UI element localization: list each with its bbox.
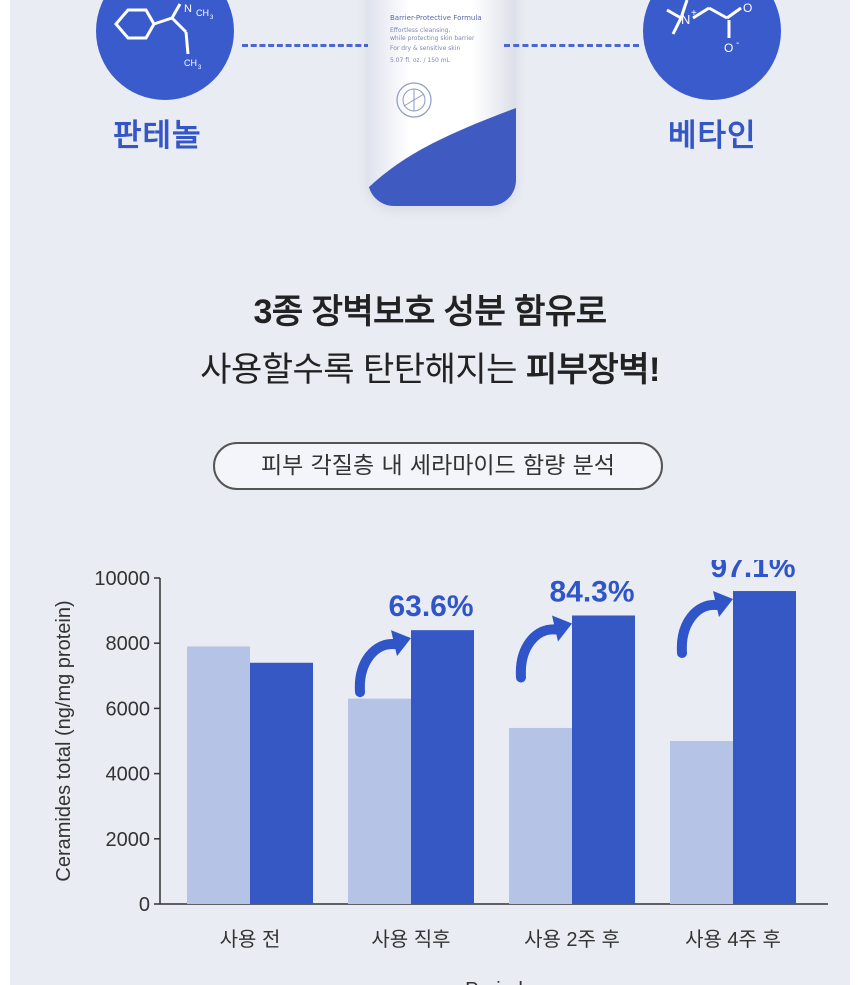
panthenol-molecule-icon: N CH 3 CH 3 (96, 0, 234, 100)
bar-series-2 (250, 662, 313, 904)
content-panel: N CH 3 CH 3 판테놀 Barrier-Protective Formu… (10, 0, 850, 985)
mol-left-atom-n: N (184, 3, 192, 15)
y-axis-label: Ceramides total (ng/mg protein) (53, 600, 75, 881)
headline-line-2-normal: 사용할수록 탄탄해지는 (200, 351, 526, 389)
y-tick-label: 8000 (106, 633, 151, 655)
mol-right-oxygen-2: O (724, 41, 733, 55)
bottle-desc-line2: while protecting skin barrier (390, 35, 475, 42)
bar-series-2 (733, 591, 796, 904)
headline-line-2-bold: 피부장벽! (525, 351, 660, 389)
bottle-desc-line1: Effortless cleansing, (390, 27, 451, 34)
y-tick-label: 10000 (94, 568, 150, 590)
left-dashed-connector (242, 44, 370, 47)
increase-arrowhead-icon (713, 591, 733, 618)
mol-left-ch-bottom: CH (184, 58, 197, 68)
increase-arrowhead-icon (552, 615, 572, 642)
x-category-label: 사용 4주 후 (685, 928, 781, 951)
y-tick-label: 4000 (106, 764, 151, 786)
bar-series-1 (187, 646, 250, 904)
panthenol-label: 판테놀 (113, 118, 202, 154)
headline-line-1: 3종 장벽보호 성분 함유로 (253, 293, 607, 331)
y-tick-label: 0 (139, 894, 150, 916)
product-bottle-image: Barrier-Protective Formula Effortless cl… (368, 0, 516, 206)
x-category-label: 사용 직후 (371, 928, 450, 951)
bar-series-2 (572, 615, 635, 904)
mol-left-ch-top: CH (196, 8, 209, 18)
betaine-molecule-icon: N + O O - (643, 0, 781, 100)
betaine-label: 베타인 (668, 118, 757, 154)
analysis-title-pill: 피부 각질층 내 세라마이드 함량 분석 (213, 442, 663, 490)
mol-left-ch-top-sub: 3 (210, 15, 214, 21)
x-category-label: 사용 2주 후 (524, 928, 620, 951)
increase-arrow-icon (676, 600, 722, 659)
increase-arrow-icon (354, 639, 400, 698)
x-axis-label: Period (465, 979, 523, 985)
mol-right-plus: + (691, 8, 697, 19)
right-dashed-connector (504, 44, 639, 47)
bottle-volume: 5.07 fl. oz. / 150 mL (390, 57, 450, 64)
mol-right-minus: - (736, 38, 739, 49)
mol-right-oxygen-1: O (743, 1, 752, 15)
increase-arrowhead-icon (391, 630, 411, 657)
bottle-skin-type: For dry & sensitive skin (390, 45, 461, 52)
mol-right-atom-n: N (681, 12, 690, 27)
mol-left-ch-bottom-sub: 3 (198, 65, 202, 71)
y-tick-label: 6000 (106, 698, 151, 720)
increase-percent-label: 84.3% (549, 575, 634, 608)
headline-line-2: 사용할수록 탄탄해지는 피부장벽! (10, 342, 850, 391)
increase-percent-label: 97.1% (710, 560, 795, 584)
bar-series-1 (509, 727, 572, 904)
y-tick-label: 2000 (106, 829, 151, 851)
bar-series-1 (348, 698, 411, 904)
bar-series-2 (411, 630, 474, 904)
ceramide-bar-chart: 0 2000 4000 6000 8000 10000 Ceramides total (n… (53, 560, 828, 985)
bottle-formula-text: Barrier-Protective Formula (390, 14, 482, 22)
bar-series-1 (670, 741, 733, 904)
x-category-label: 사용 전 (220, 928, 281, 951)
increase-arrow-icon (515, 624, 561, 683)
increase-percent-label: 63.6% (388, 590, 473, 623)
bottle-seal-icon (396, 82, 432, 118)
